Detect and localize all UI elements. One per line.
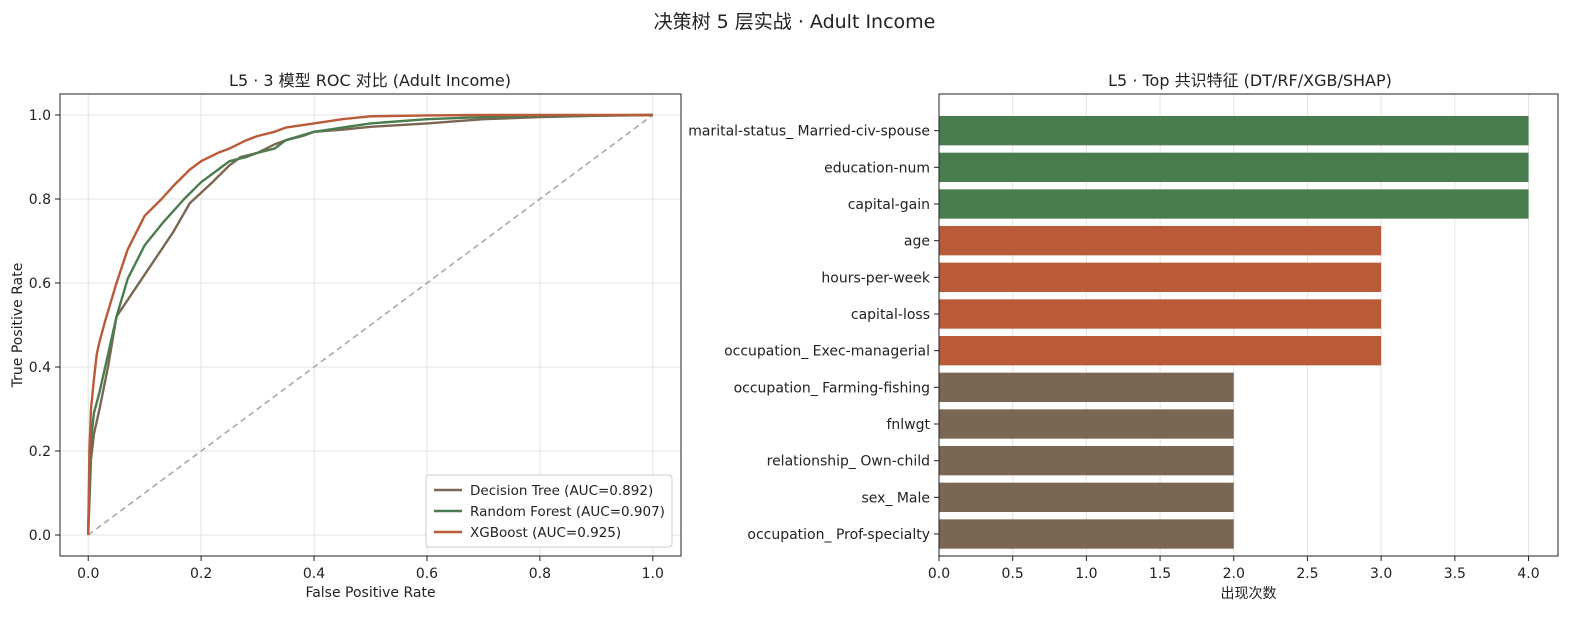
roc-diagonal-line: [87, 114, 654, 536]
bar-y-tick-label: capital-loss: [851, 307, 930, 323]
bar-y-axis: marital-status_ Married-civ-spouse educat…: [688, 124, 939, 543]
bar-plot-frame: [938, 93, 1559, 557]
bar-x-axis-label: 出现次数: [1221, 586, 1277, 602]
bar-y-tick-label: relationship_ Own-child: [767, 454, 930, 470]
roc-y-tick-label: 0.0: [29, 528, 51, 544]
bar-x-tick-label: 3.5: [1444, 566, 1466, 582]
bar-y-tick-label: education-num: [824, 160, 930, 176]
feature-bar: [939, 262, 1382, 292]
feature-bar: [939, 519, 1234, 549]
bar-y-tick-label: marital-status_ Married-civ-spouse: [688, 124, 930, 140]
roc-x-tick-label: 1.0: [642, 566, 664, 582]
roc-y-axis: 0.0 0.2 0.4 0.6 0.8 1.0: [29, 108, 60, 544]
roc-y-axis-label: True Positive Rate: [10, 263, 26, 389]
bar-y-tick-label: occupation_ Prof-specialty: [747, 527, 930, 543]
feature-bar: [939, 189, 1529, 219]
roc-chart-title: L5 · 3 模型 ROC 对比 (Adult Income): [229, 71, 511, 90]
roc-y-tick-label: 0.4: [29, 360, 51, 376]
roc-x-tick-label: 0.8: [529, 566, 551, 582]
feature-bar: [939, 446, 1234, 476]
bar-y-tick-label: occupation_ Farming-fishing: [734, 380, 930, 396]
roc-y-tick-label: 0.2: [29, 444, 51, 460]
feature-bar: [939, 336, 1382, 366]
bar-series: [939, 116, 1529, 549]
roc-x-tick-label: 0.0: [77, 566, 99, 582]
bar-y-tick-label: sex_ Male: [861, 490, 930, 506]
bar-x-tick-label: 0.5: [1002, 566, 1024, 582]
bar-y-tick-label: fnlwgt: [886, 417, 930, 433]
feature-bar: [939, 226, 1382, 256]
roc-series: [87, 113, 653, 536]
bar-x-tick-label: 1.0: [1075, 566, 1097, 582]
feature-bar: [939, 299, 1382, 329]
bar-y-tick-label: occupation_ Exec-managerial: [724, 344, 930, 360]
roc-chart: L5 · 3 模型 ROC 对比 (Adult Income) 0.0 0.2 0.…: [10, 71, 682, 601]
roc-y-tick-label: 0.6: [29, 276, 51, 292]
roc-legend-label: Decision Tree (AUC=0.892): [470, 483, 653, 499]
feature-bar: [939, 482, 1234, 512]
roc-x-axis-label: False Positive Rate: [305, 585, 435, 601]
feature-bar: [939, 116, 1529, 146]
roc-x-axis: 0.0 0.2 0.4 0.6 0.8 1.0: [77, 556, 664, 582]
roc-series-line-2: [87, 113, 653, 536]
roc-plot-frame: [59, 93, 682, 557]
bar-x-axis: 0.0 0.5 1.0 1.5 2.0 2.5 3.0 3.5 4.0: [928, 556, 1540, 582]
roc-legend-box: [425, 474, 673, 548]
roc-x-tick-label: 0.4: [303, 566, 325, 582]
bar-x-tick-label: 0.0: [928, 566, 950, 582]
feature-bar: [939, 409, 1234, 439]
roc-y-tick-label: 0.8: [29, 192, 51, 208]
bar-x-tick-label: 2.5: [1296, 566, 1318, 582]
roc-y-tick-label: 1.0: [29, 108, 51, 124]
bar-chart-title: L5 · Top 共识特征 (DT/RF/XGB/SHAP): [1108, 71, 1392, 90]
figure-title: 决策树 5 层实战 · Adult Income: [653, 11, 936, 33]
bar-y-tick-label: capital-gain: [848, 197, 930, 213]
feature-bar-chart: L5 · Top 共识特征 (DT/RF/XGB/SHAP) 0.0 0.5 1.0…: [688, 71, 1559, 602]
bar-y-tick-label: hours-per-week: [821, 270, 931, 286]
bar-x-tick-label: 3.0: [1370, 566, 1392, 582]
feature-bar: [939, 372, 1234, 402]
roc-reference-diagonal: [87, 114, 654, 536]
bar-x-tick-label: 1.5: [1149, 566, 1171, 582]
roc-series-line-1: [87, 113, 653, 536]
roc-x-tick-label: 0.2: [190, 566, 212, 582]
feature-bar: [939, 152, 1529, 182]
roc-legend-label: XGBoost (AUC=0.925): [470, 525, 621, 541]
roc-legend: Decision Tree (AUC=0.892) Random Forest (…: [425, 474, 673, 548]
roc-legend-label: Random Forest (AUC=0.907): [470, 504, 665, 520]
bar-x-tick-label: 4.0: [1517, 566, 1539, 582]
roc-x-tick-label: 0.6: [416, 566, 438, 582]
bar-y-tick-label: age: [904, 234, 930, 250]
bar-x-tick-label: 2.0: [1223, 566, 1245, 582]
